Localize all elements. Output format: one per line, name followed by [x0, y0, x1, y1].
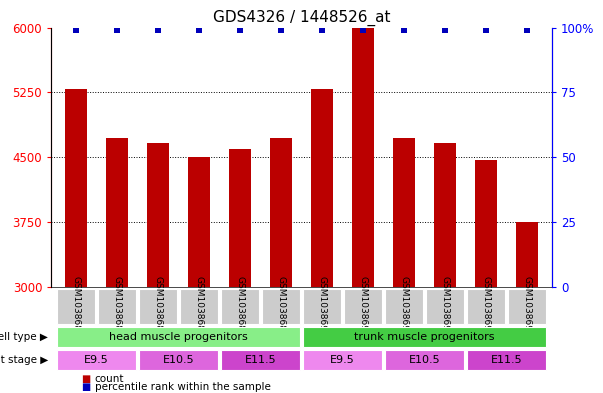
- Text: GSM1038695: GSM1038695: [523, 276, 532, 337]
- Point: [440, 27, 450, 33]
- FancyBboxPatch shape: [57, 327, 300, 347]
- Point: [481, 27, 491, 33]
- Point: [112, 27, 122, 33]
- Text: GSM1038687: GSM1038687: [194, 276, 203, 337]
- FancyBboxPatch shape: [508, 289, 546, 324]
- Text: ■: ■: [81, 382, 90, 392]
- Point: [276, 27, 286, 33]
- Point: [399, 27, 409, 33]
- FancyBboxPatch shape: [139, 289, 177, 324]
- Text: GSM1038686: GSM1038686: [153, 276, 162, 337]
- FancyBboxPatch shape: [303, 289, 341, 324]
- Bar: [65, 89, 87, 287]
- Bar: [106, 138, 128, 287]
- Text: GSM1038690: GSM1038690: [318, 276, 326, 337]
- Text: cell type ▶: cell type ▶: [0, 332, 48, 342]
- Text: GSM1038689: GSM1038689: [277, 276, 285, 337]
- Text: GSM1038691: GSM1038691: [359, 276, 368, 337]
- Point: [153, 27, 163, 33]
- Text: E11.5: E11.5: [245, 355, 276, 365]
- Text: GSM1038694: GSM1038694: [482, 276, 491, 337]
- Text: GSM1038688: GSM1038688: [235, 276, 244, 337]
- FancyBboxPatch shape: [139, 350, 218, 370]
- Text: E10.5: E10.5: [163, 355, 194, 365]
- Text: head muscle progenitors: head muscle progenitors: [109, 332, 248, 342]
- Point: [317, 27, 327, 33]
- Point: [71, 27, 81, 33]
- Text: development stage ▶: development stage ▶: [0, 355, 48, 365]
- FancyBboxPatch shape: [467, 289, 505, 324]
- Bar: [352, 28, 374, 287]
- Text: GSM1038692: GSM1038692: [400, 276, 409, 337]
- Point: [358, 27, 368, 33]
- Bar: [229, 149, 251, 287]
- Text: E9.5: E9.5: [84, 355, 109, 365]
- Text: E9.5: E9.5: [330, 355, 355, 365]
- Bar: [147, 143, 169, 287]
- Bar: [516, 222, 538, 287]
- Point: [235, 27, 245, 33]
- Text: count: count: [95, 374, 124, 384]
- Bar: [270, 138, 292, 287]
- FancyBboxPatch shape: [57, 350, 136, 370]
- Bar: [311, 89, 333, 287]
- Text: percentile rank within the sample: percentile rank within the sample: [95, 382, 271, 392]
- Text: E11.5: E11.5: [491, 355, 522, 365]
- FancyBboxPatch shape: [385, 350, 464, 370]
- Text: E10.5: E10.5: [409, 355, 440, 365]
- Text: GSM1038684: GSM1038684: [71, 276, 80, 337]
- FancyBboxPatch shape: [221, 289, 259, 324]
- Text: ■: ■: [81, 374, 90, 384]
- FancyBboxPatch shape: [57, 289, 95, 324]
- Text: GSM1038685: GSM1038685: [112, 276, 121, 337]
- Bar: [188, 157, 210, 287]
- FancyBboxPatch shape: [180, 289, 218, 324]
- FancyBboxPatch shape: [344, 289, 382, 324]
- Bar: [434, 143, 456, 287]
- FancyBboxPatch shape: [262, 289, 300, 324]
- Text: GSM1038693: GSM1038693: [441, 276, 450, 337]
- FancyBboxPatch shape: [303, 327, 546, 347]
- Text: trunk muscle progenitors: trunk muscle progenitors: [355, 332, 495, 342]
- FancyBboxPatch shape: [467, 350, 546, 370]
- Point: [522, 27, 532, 33]
- Bar: [475, 160, 497, 287]
- Bar: [393, 138, 415, 287]
- FancyBboxPatch shape: [221, 350, 300, 370]
- FancyBboxPatch shape: [426, 289, 464, 324]
- FancyBboxPatch shape: [303, 350, 382, 370]
- Title: GDS4326 / 1448526_at: GDS4326 / 1448526_at: [213, 10, 390, 26]
- Point: [194, 27, 204, 33]
- FancyBboxPatch shape: [385, 289, 423, 324]
- FancyBboxPatch shape: [98, 289, 136, 324]
